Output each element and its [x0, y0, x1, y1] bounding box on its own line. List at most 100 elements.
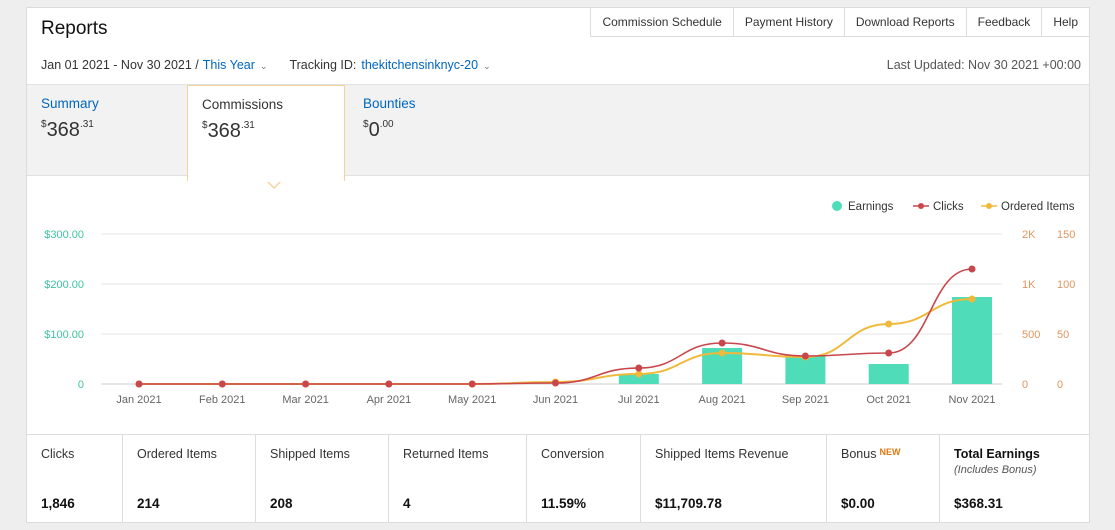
x-axis-tick: Apr 2021	[367, 394, 412, 406]
stat-value: 214	[137, 496, 160, 511]
stat-label: Clicks	[41, 447, 75, 461]
x-axis-tick: May 2021	[448, 394, 496, 406]
commission-schedule-button[interactable]: Commission Schedule	[590, 7, 734, 37]
clicks-line	[138, 268, 973, 385]
stat-sublabel: (Includes Bonus)	[954, 464, 1037, 476]
clicks-point	[218, 380, 226, 388]
earnings-bar	[618, 374, 659, 384]
stat-label: Conversion	[541, 447, 605, 461]
tracking-id-label: Tracking ID:	[289, 58, 357, 72]
stat-returned-items: Returned Items 4	[389, 435, 527, 523]
ordered-items-line	[138, 298, 973, 386]
ordered-items-point	[968, 295, 976, 303]
x-axis-tick: Mar 2021	[282, 394, 328, 406]
period-dropdown[interactable]: This Year ⌄	[203, 58, 268, 72]
date-range: Jan 01 2021 - Nov 30 2021 /	[41, 58, 199, 72]
stat-value: $0.00	[841, 496, 875, 511]
stat-value: $11,709.78	[655, 496, 722, 511]
stat-bonus: Bonus NEW $0.00	[827, 435, 940, 523]
tab-amount: $368.31	[41, 119, 94, 141]
chevron-down-icon: ⌄	[483, 61, 491, 71]
period-label: This Year	[202, 58, 255, 72]
active-tab-pointer	[267, 181, 281, 189]
payment-history-button[interactable]: Payment History	[732, 7, 845, 37]
chevron-down-icon: ⌄	[259, 61, 268, 71]
stat-value: $368.31	[954, 496, 1003, 511]
chart-svg: 0 0 0 $100.00 500 50 $200.00 1K 100 $300.00 2K 150 J…	[44, 201, 1075, 406]
tracking-id-dropdown[interactable]: thekitchensinknyc-20 ⌄	[361, 58, 490, 72]
tab-label: Bounties	[363, 96, 416, 111]
clicks-point	[801, 352, 809, 360]
right-axis-2-tick: 50	[1057, 329, 1069, 341]
right-axis-1-tick: 500	[1022, 329, 1040, 341]
stat-value: 11.59%	[541, 496, 587, 511]
filter-bar: Jan 01 2021 - Nov 30 2021 / This Year ⌄ T…	[41, 58, 491, 72]
left-axis-tick: $200.00	[44, 279, 84, 291]
x-axis-tick: Oct 2021	[866, 394, 911, 406]
ordered-items-point	[718, 349, 726, 357]
clicks-point	[885, 349, 893, 357]
tab-label: Summary	[41, 96, 99, 111]
left-axis-tick: $100.00	[44, 329, 84, 341]
page-title: Reports	[41, 18, 108, 39]
clicks-point	[135, 380, 143, 388]
legend-earnings-marker	[832, 201, 842, 211]
x-axis-tick: Sep 2021	[782, 394, 829, 406]
x-axis-tick: Jun 2021	[533, 394, 578, 406]
report-tabs: Summary $368.31 Commissions $368.31 Boun…	[27, 84, 1089, 189]
help-button[interactable]: Help	[1041, 7, 1090, 37]
ordered-items-point	[635, 370, 643, 378]
stat-value: 1,846	[41, 496, 75, 511]
top-nav: Commission Schedule Payment History Down…	[590, 7, 1090, 37]
stat-value: 208	[270, 496, 293, 511]
legend-earnings-label: Earnings	[848, 201, 894, 213]
clicks-point	[302, 380, 310, 388]
stat-label: Bonus NEW	[841, 447, 901, 461]
legend-ordered-items-marker	[986, 203, 992, 209]
legend-clicks-label: Clicks	[933, 201, 964, 213]
legend-clicks-marker	[918, 203, 924, 209]
clicks-point	[385, 380, 393, 388]
stats-row: Clicks 1,846 Ordered Items 214 Shipped I…	[27, 434, 1089, 523]
tab-amount: $368.31	[202, 120, 255, 142]
stat-label: Shipped Items	[270, 447, 350, 461]
x-axis-tick: Feb 2021	[199, 394, 245, 406]
legend-ordered-items-label: Ordered Items	[1001, 201, 1075, 213]
tab-commissions[interactable]: Commissions $368.31	[187, 85, 345, 189]
right-axis-1-tick: 2K	[1022, 229, 1036, 241]
left-axis-tick: 0	[78, 379, 84, 391]
feedback-button[interactable]: Feedback	[965, 7, 1043, 37]
x-axis-tick: Aug 2021	[699, 394, 746, 406]
earnings-bar	[952, 297, 992, 384]
stat-ordered-items: Ordered Items 214	[123, 435, 256, 523]
clicks-point	[968, 265, 976, 273]
clicks-point	[468, 380, 476, 388]
stat-label: Total Earnings	[954, 447, 1040, 461]
stat-shipped-items: Shipped Items 208	[256, 435, 389, 523]
right-axis-1-tick: 1K	[1022, 279, 1036, 291]
stat-conversion: Conversion 11.59%	[527, 435, 641, 523]
tab-amount: $0.00	[363, 119, 394, 141]
right-axis-2-tick: 100	[1057, 279, 1075, 291]
download-reports-button[interactable]: Download Reports	[843, 7, 967, 37]
right-axis-1-tick: 0	[1022, 379, 1028, 391]
stat-label: Ordered Items	[137, 447, 217, 461]
stat-label: Returned Items	[403, 447, 489, 461]
clicks-point	[552, 379, 559, 387]
x-axis-tick: Jul 2021	[618, 394, 660, 406]
tab-summary[interactable]: Summary $368.31	[27, 85, 185, 175]
tracking-id-value: thekitchensinknyc-20	[361, 58, 479, 72]
ordered-items-point	[885, 320, 893, 328]
stat-value: 4	[403, 496, 411, 511]
reports-panel: Reports Commission Schedule Payment Hist…	[26, 7, 1090, 523]
tab-label: Commissions	[202, 97, 284, 112]
x-axis-tick: Jan 2021	[116, 394, 161, 406]
last-updated: Last Updated: Nov 30 2021 +00:00	[886, 58, 1081, 72]
new-badge: NEW	[879, 447, 901, 457]
clicks-point	[635, 364, 643, 372]
earnings-chart: 0 0 0 $100.00 500 50 $200.00 1K 100 $300.00 2K 150 J…	[27, 176, 1089, 432]
x-axis-tick: Nov 2021	[948, 394, 995, 406]
tab-bounties[interactable]: Bounties $0.00	[349, 85, 507, 175]
stat-shipped-items-revenue: Shipped Items Revenue $11,709.78	[641, 435, 827, 523]
stat-label: Shipped Items Revenue	[655, 447, 789, 461]
